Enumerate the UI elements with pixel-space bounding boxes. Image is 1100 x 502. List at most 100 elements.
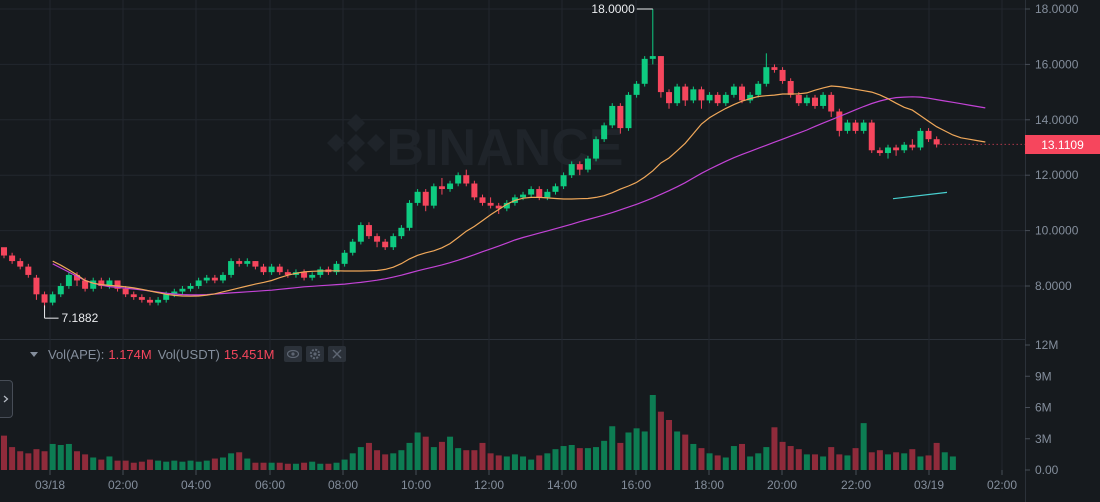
candle-body	[495, 205, 502, 209]
candle	[390, 233, 397, 250]
volume-bar	[641, 431, 648, 470]
volume-bar	[17, 451, 24, 470]
candle-body	[463, 175, 470, 184]
volume-bar	[252, 462, 259, 470]
candle	[779, 67, 786, 84]
candle	[349, 238, 356, 256]
candle	[398, 225, 405, 239]
binance-logo-icon	[327, 114, 385, 172]
volume-bar	[779, 441, 786, 470]
candle-body	[219, 274, 226, 281]
volume-bar	[57, 445, 64, 470]
candle-body	[163, 294, 170, 300]
candle-body	[779, 69, 786, 82]
ma-extra-line	[892, 191, 948, 200]
candle-body	[763, 67, 770, 84]
candle	[803, 94, 810, 106]
candle	[844, 119, 851, 134]
volume-bar	[593, 447, 600, 470]
candle-body	[893, 147, 900, 151]
candle-body	[812, 97, 818, 106]
candle-body	[41, 294, 48, 303]
candle-body	[576, 164, 583, 170]
volume-bar	[9, 447, 16, 470]
candle	[9, 252, 16, 264]
panel-separator	[0, 339, 1025, 340]
volume-bar	[722, 457, 729, 470]
volume-bar	[584, 448, 591, 470]
volume-bar	[706, 453, 713, 470]
candle	[25, 263, 32, 278]
time-tick-label: 16:00	[621, 478, 651, 492]
price-tick-label: 10.0000	[1035, 224, 1079, 238]
candle	[365, 222, 372, 239]
candle-body	[357, 225, 364, 242]
candle-body	[365, 225, 372, 237]
candle	[130, 291, 137, 300]
volume-bar	[203, 460, 210, 470]
volume-bar	[633, 428, 640, 470]
candle	[933, 136, 940, 148]
candle	[57, 283, 64, 298]
candle-body	[236, 261, 243, 264]
candle-body	[803, 97, 810, 104]
candle-body	[601, 125, 608, 140]
candle	[876, 147, 883, 156]
candle-body	[657, 56, 664, 93]
volume-bar	[82, 454, 89, 470]
candle-body	[65, 274, 72, 286]
candle	[698, 86, 705, 109]
candle	[90, 277, 97, 292]
candle-body	[179, 288, 186, 292]
candle	[447, 180, 454, 192]
volume-bar	[730, 446, 737, 470]
grid	[0, 0, 1026, 502]
candle-body	[390, 236, 397, 248]
volume-bar	[763, 447, 770, 470]
gear-icon[interactable]	[306, 346, 325, 362]
caret-down-icon[interactable]	[30, 351, 38, 357]
close-icon[interactable]	[328, 346, 347, 362]
candle-body	[771, 67, 778, 70]
vol-usdt-value: 15.451M	[223, 346, 275, 362]
volume-bar	[568, 445, 575, 470]
volume-bar	[893, 452, 900, 470]
candle	[657, 56, 664, 98]
time-tick-label: 03/18	[35, 478, 65, 492]
candle-body	[260, 266, 267, 273]
volume-bar	[122, 460, 129, 470]
candle-body	[925, 130, 932, 140]
candle	[714, 92, 721, 106]
volume-bar	[146, 459, 153, 470]
volume-bar	[309, 461, 316, 470]
volume-bar	[803, 454, 810, 470]
candle	[422, 189, 429, 212]
candle-body	[487, 202, 494, 206]
chevron-right-icon[interactable]	[0, 380, 13, 418]
volume-bar	[292, 463, 299, 470]
candle	[820, 92, 827, 109]
logo-diamond	[347, 154, 365, 172]
candle-body	[690, 89, 697, 101]
candle	[374, 233, 381, 248]
eye-icon[interactable]	[284, 346, 303, 362]
volume-bar	[884, 454, 891, 470]
volume-bar	[495, 455, 502, 470]
time-tick-label: 22:00	[841, 478, 871, 492]
candle-body	[787, 81, 794, 95]
candle	[333, 261, 340, 275]
volume-bar	[463, 450, 470, 470]
volume-bar	[933, 442, 940, 470]
volume-bar	[73, 451, 80, 470]
candle	[633, 81, 640, 98]
volume-bar	[657, 411, 664, 470]
candle	[187, 283, 194, 292]
candle	[730, 83, 737, 98]
candle-body	[114, 280, 121, 289]
volume-bar	[901, 453, 908, 470]
moving-averages	[52, 85, 986, 297]
candle-body	[252, 261, 259, 267]
candle	[706, 92, 713, 104]
